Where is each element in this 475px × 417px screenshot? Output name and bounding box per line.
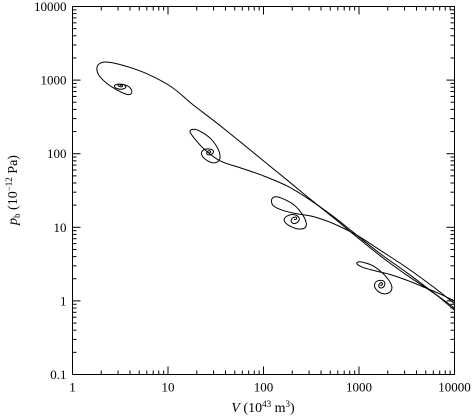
x-tick-label: 1000 <box>346 380 372 395</box>
y-axis-unit: Pa) <box>6 155 21 178</box>
x-axis-unit-exponent: 3 <box>285 399 290 409</box>
x-axis-label: V (1043 m3) <box>231 399 295 416</box>
x-tick-label: 1 <box>69 380 76 395</box>
y-tick-label: 0.1 <box>50 367 66 382</box>
x-axis-symbol: V <box>231 401 241 416</box>
x-axis-exponent: 43 <box>262 399 272 409</box>
x-tick-label: 10000 <box>438 380 471 395</box>
y-tick-label: 10000 <box>34 0 67 14</box>
y-tick-label: 10 <box>54 220 67 235</box>
y-axis-exponent: −12 <box>4 177 14 191</box>
x-tick-label: 100 <box>254 380 274 395</box>
y-tick-label: 100 <box>47 146 67 161</box>
y-tick-label: 1000 <box>41 73 67 88</box>
x-tick-label: 10 <box>162 380 175 395</box>
y-axis-subscript: b <box>12 213 22 218</box>
x-axis-close: ) <box>290 401 295 416</box>
y-tick-label: 1 <box>60 293 67 308</box>
tick-marks <box>72 6 455 375</box>
trajectory-curve-3 <box>270 196 455 304</box>
trajectory-curve-2 <box>189 128 455 309</box>
y-tick-labels: 0.1 1 10 100 1000 10000 <box>34 0 67 382</box>
y-axis-symbol: p <box>6 218 21 226</box>
x-axis-open: (10 <box>240 401 262 416</box>
trajectory-curve-1 <box>96 61 455 311</box>
plot-frame <box>72 6 455 375</box>
y-axis-label: pb (10−12 Pa) <box>4 155 22 226</box>
trajectory-curve-4 <box>356 261 455 302</box>
x-tick-labels: 1 10 100 1000 10000 <box>69 380 471 395</box>
x-axis-unit: m <box>271 401 286 416</box>
plot-curves <box>96 61 455 311</box>
y-axis-open: (10 <box>6 191 21 213</box>
